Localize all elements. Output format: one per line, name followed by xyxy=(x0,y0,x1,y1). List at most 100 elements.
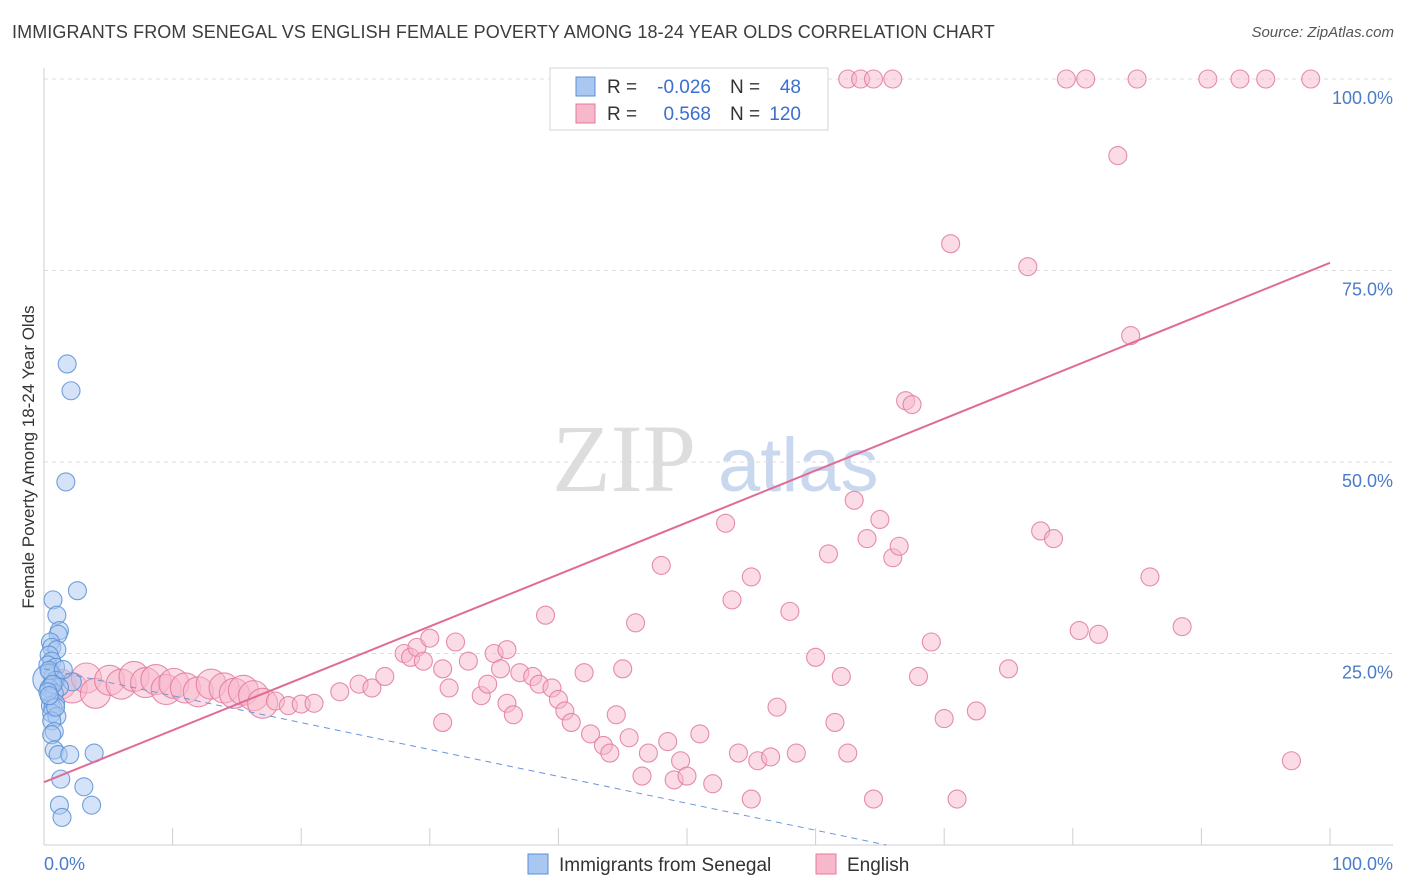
series-legend: Immigrants from Senegal English xyxy=(527,853,909,876)
x-tick-label-max: 100.0% xyxy=(1332,854,1393,874)
y-axis-title: Female Poverty Among 18-24 Year Olds xyxy=(19,305,38,608)
y-tick-label-75: 75.0% xyxy=(1342,280,1393,300)
y-tick-label-100: 100.0% xyxy=(1332,88,1393,108)
english-point-92 xyxy=(966,701,986,721)
english-point-105 xyxy=(1172,617,1192,637)
legend-box xyxy=(549,67,829,131)
trend-lines xyxy=(43,261,1331,846)
english-point-63 xyxy=(690,724,710,744)
source-label: Source: ZipAtlas.com xyxy=(1251,24,1394,41)
correlation-legend: R = -0.026 N = 48 R = 0.568 N = 120 xyxy=(549,67,829,131)
english-point-71 xyxy=(767,697,787,717)
english-point-75 xyxy=(818,544,839,564)
english-point-94 xyxy=(1018,257,1038,277)
english-point-109 xyxy=(1281,751,1301,771)
english-point-113 xyxy=(863,69,884,89)
english-point-41 xyxy=(503,705,523,725)
english-point-82 xyxy=(870,509,890,530)
english-point-114 xyxy=(883,69,903,89)
english-point-57 xyxy=(638,743,658,763)
english-point-65 xyxy=(716,513,736,533)
english-point-31 xyxy=(420,628,440,648)
legend-swatch-english xyxy=(575,103,596,124)
english-point-115 xyxy=(535,605,556,625)
x-axis-ticks xyxy=(43,828,1331,845)
english-point-23 xyxy=(330,682,350,702)
series-legend-label-english: English xyxy=(847,855,909,876)
english-point-67 xyxy=(728,743,748,763)
english-point-108 xyxy=(1256,69,1276,89)
english-point-66 xyxy=(722,590,742,610)
legend-r-value-english: 0.568 xyxy=(663,104,711,125)
english-point-118 xyxy=(741,789,761,809)
english-point-76 xyxy=(825,712,845,732)
english-point-50 xyxy=(580,724,601,744)
english-point-68 xyxy=(741,567,761,587)
english-point-73 xyxy=(786,743,806,763)
english-point-58 xyxy=(651,555,671,575)
english-point-98 xyxy=(1069,620,1089,641)
series-senegal-points xyxy=(32,354,104,827)
english-point-48 xyxy=(561,712,581,732)
english-point-88 xyxy=(921,632,941,652)
english-point-89 xyxy=(934,709,954,729)
english-point-102 xyxy=(1121,326,1141,346)
english-point-80 xyxy=(857,529,877,549)
senegal-point-45 xyxy=(53,660,73,680)
english-point-25 xyxy=(362,678,382,698)
english-point-62 xyxy=(677,766,697,786)
english-point-78 xyxy=(838,743,858,763)
english-point-117 xyxy=(606,705,626,725)
english-point-93 xyxy=(998,659,1019,679)
legend-r-label-english: R = xyxy=(607,104,637,125)
english-point-77 xyxy=(831,666,851,687)
english-point-74 xyxy=(806,647,826,667)
legend-n-value-senegal: 48 xyxy=(780,77,801,98)
english-point-37 xyxy=(478,674,498,694)
legend-r-value-senegal: -0.026 xyxy=(657,77,711,98)
senegal-point-35 xyxy=(60,745,80,765)
english-point-106 xyxy=(1198,69,1218,89)
english-point-107 xyxy=(1230,69,1250,89)
series-legend-swatch-senegal xyxy=(527,853,549,875)
english-point-91 xyxy=(947,789,967,809)
english-point-32 xyxy=(433,659,453,679)
english-point-97 xyxy=(1056,69,1076,89)
english-point-90 xyxy=(941,234,961,254)
english-point-116 xyxy=(497,640,517,660)
english-point-110 xyxy=(1301,69,1321,89)
watermark-zip: ZIP xyxy=(552,405,696,512)
series-legend-swatch-english xyxy=(815,853,837,875)
english-point-81 xyxy=(863,789,884,809)
legend-n-label-senegal: N = xyxy=(730,77,760,98)
english-point-22 xyxy=(304,693,324,713)
english-point-72 xyxy=(780,601,800,621)
series-legend-label-senegal: Immigrants from Senegal xyxy=(559,855,771,876)
senegal-point-0 xyxy=(57,354,77,374)
english-point-79 xyxy=(844,490,864,510)
legend-r-label-senegal: R = xyxy=(607,77,637,98)
english-point-54 xyxy=(619,728,639,748)
english-point-101 xyxy=(1108,146,1128,166)
english-point-33 xyxy=(439,678,459,698)
legend-swatch-senegal xyxy=(575,76,596,97)
y-axis-tick-labels: 25.0% 50.0% 75.0% 100.0% xyxy=(1332,88,1393,683)
english-point-39 xyxy=(490,659,511,679)
y-tick-label-25: 25.0% xyxy=(1342,663,1393,683)
english-point-119 xyxy=(433,712,453,732)
grid-lines xyxy=(44,78,1393,654)
trend-line-english xyxy=(43,261,1331,784)
senegal-point-38 xyxy=(74,777,94,797)
english-point-70 xyxy=(761,747,781,767)
english-point-86 xyxy=(902,394,922,415)
y-tick-label-50: 50.0% xyxy=(1342,471,1393,491)
legend-n-label-english: N = xyxy=(730,104,760,125)
english-point-52 xyxy=(600,743,620,763)
trend-line-senegal xyxy=(43,668,887,846)
senegal-point-40 xyxy=(82,795,102,815)
legend-n-value-english: 120 xyxy=(769,104,801,125)
english-point-56 xyxy=(632,766,652,786)
senegal-point-2 xyxy=(56,472,76,492)
english-point-55 xyxy=(626,613,646,633)
